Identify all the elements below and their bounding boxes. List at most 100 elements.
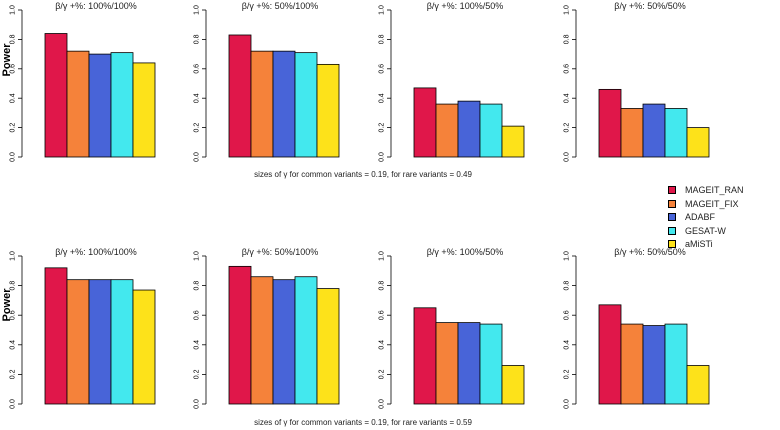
legend: MAGEIT_RAN MAGEIT_FIX ADABF GESAT-W aMiSTi (668, 184, 778, 252)
legend-item: aMiSTi (668, 238, 778, 250)
y-tick-label: 0.8 (10, 34, 17, 44)
y-tick-label: 1.0 (379, 5, 386, 15)
y-tick-label: 0.0 (379, 399, 386, 409)
y-tick-label: 0.6 (194, 310, 201, 320)
bar-gesat-w (479, 323, 503, 405)
y-tick-label: 0.2 (379, 123, 386, 133)
bar-adabf (457, 100, 481, 158)
y-tick-label: 1.0 (10, 251, 17, 261)
bar-adabf (272, 279, 296, 405)
bar-mageit-fix (250, 276, 274, 405)
y-tick-label: 0.8 (564, 281, 571, 291)
y-tick-label: 0.2 (194, 369, 201, 379)
y-tick-label: 0.4 (194, 93, 201, 103)
y-tick-label: 0.6 (564, 64, 571, 74)
row-caption: sizes of γ for common variants = 0.19, f… (254, 418, 472, 427)
bar-mageit-ran (598, 304, 622, 405)
legend-label: GESAT-W (685, 225, 726, 236)
panel-title: β/γ +%: 50%/50% (614, 1, 685, 11)
legend-swatch (668, 186, 676, 194)
bar-mageit-fix (435, 322, 459, 405)
bar-gesat-w (110, 279, 134, 405)
bar-mageit-ran (413, 307, 437, 405)
y-tick-label: 0.8 (194, 281, 201, 291)
y-axis-label: Power (1, 43, 13, 77)
y-tick-label: 0.0 (10, 152, 17, 162)
y-tick-label: 0.0 (564, 399, 571, 409)
bar-adabf (457, 322, 481, 405)
bar-amisti (686, 365, 710, 405)
y-tick-label: 0.4 (564, 340, 571, 350)
y-tick-label: 0.4 (564, 93, 571, 103)
bar-gesat-w (110, 52, 134, 158)
legend-item: GESAT-W (668, 225, 778, 237)
bar-adabf (88, 53, 112, 158)
legend-item: MAGEIT_RAN (668, 184, 778, 196)
bar-gesat-w (664, 323, 688, 405)
y-tick-label: 0.2 (10, 123, 17, 133)
y-tick-label: 0.6 (10, 310, 17, 320)
y-tick-label: 0.8 (10, 281, 17, 291)
legend-label: aMiSTi (685, 239, 713, 249)
y-tick-label: 0.6 (564, 310, 571, 320)
y-tick-label: 0.6 (194, 64, 201, 74)
bar-mageit-fix (250, 50, 274, 158)
bar-amisti (316, 288, 340, 405)
y-tick-label: 0.2 (564, 369, 571, 379)
y-tick-label: 0.4 (194, 340, 201, 350)
y-tick-label: 0.0 (194, 152, 201, 162)
y-tick-label: 0.2 (564, 123, 571, 133)
bar-amisti (501, 125, 525, 158)
bar-gesat-w (664, 108, 688, 158)
bar-amisti (132, 62, 156, 158)
legend-label: ADABF (685, 212, 716, 222)
bar-amisti (686, 127, 710, 158)
legend-label: MAGEIT_RAN (685, 185, 744, 195)
y-tick-label: 0.4 (10, 93, 17, 103)
bar-mageit-fix (66, 50, 90, 158)
bar-amisti (501, 365, 525, 405)
y-tick-label: 0.4 (379, 340, 386, 350)
legend-swatch (668, 240, 676, 248)
bar-mageit-ran (598, 88, 622, 158)
y-tick-label: 0.8 (379, 34, 386, 44)
y-tick-label: 0.6 (10, 64, 17, 74)
y-tick-label: 0.0 (379, 152, 386, 162)
y-tick-label: 0.4 (379, 93, 386, 103)
panel-title: β/γ +%: 100%/50% (427, 1, 503, 11)
panel-title: β/γ +%: 100%/100% (55, 1, 136, 11)
bar-adabf (642, 103, 666, 158)
y-tick-label: 0.8 (194, 34, 201, 44)
bar-mageit-ran (44, 33, 68, 158)
panel-title: β/γ +%: 100%/50% (427, 247, 503, 257)
y-tick-label: 1.0 (564, 251, 571, 261)
panel-title: β/γ +%: 100%/100% (55, 247, 136, 257)
y-tick-label: 0.0 (564, 152, 571, 162)
bar-adabf (642, 325, 666, 405)
panel-title: β/γ +%: 50%/100% (242, 1, 318, 11)
y-tick-label: 0.6 (379, 64, 386, 74)
y-tick-label: 0.8 (379, 281, 386, 291)
y-tick-label: 0.8 (564, 34, 571, 44)
bar-amisti (132, 289, 156, 405)
y-tick-label: 0.2 (379, 369, 386, 379)
y-tick-label: 0.2 (194, 123, 201, 133)
bar-mageit-ran (44, 267, 68, 405)
y-tick-label: 0.0 (194, 399, 201, 409)
y-tick-label: 1.0 (194, 251, 201, 261)
bar-mageit-ran (413, 87, 437, 158)
y-tick-label: 1.0 (194, 5, 201, 15)
y-tick-label: 1.0 (10, 5, 17, 15)
y-tick-label: 0.0 (10, 399, 17, 409)
bar-mageit-fix (620, 323, 644, 405)
bar-mageit-fix (435, 103, 459, 158)
y-tick-label: 0.4 (10, 340, 17, 350)
legend-item: MAGEIT_FIX (668, 198, 778, 210)
legend-swatch (668, 199, 676, 208)
bar-gesat-w (294, 52, 318, 158)
bar-mageit-ran (228, 265, 252, 405)
y-axis-label: Power (1, 288, 13, 322)
y-tick-label: 0.6 (379, 310, 386, 320)
legend-item: ADABF (668, 211, 778, 223)
